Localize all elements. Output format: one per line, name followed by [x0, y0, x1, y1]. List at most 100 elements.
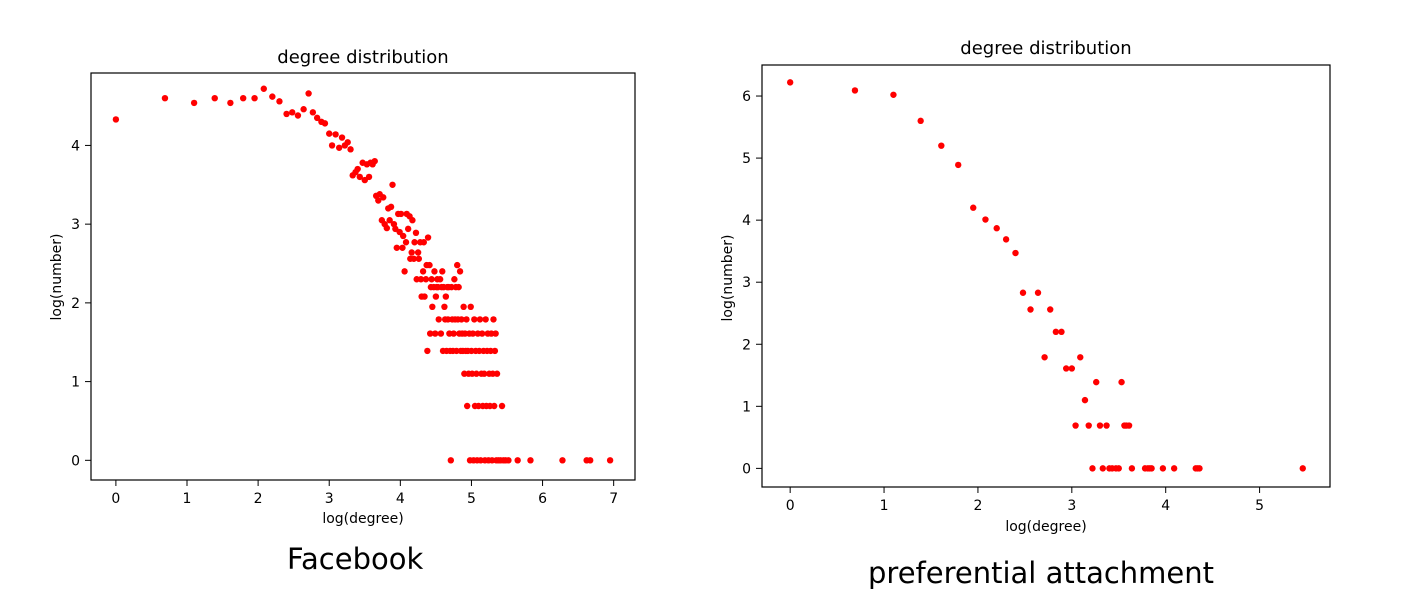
data-point: [1047, 306, 1054, 313]
data-point: [401, 268, 408, 275]
data-point: [559, 457, 566, 464]
data-point: [1093, 378, 1100, 386]
y-axis-label: log(number): [49, 234, 65, 321]
data-point: [1096, 422, 1104, 429]
preferential-attachment-chart: degree distribution 0 1 2 3 4 5 0 1 2 3 4 5 6 log(d…: [720, 38, 1331, 535]
data-point: [424, 234, 432, 241]
data-point: [393, 244, 400, 251]
y-tick-label: 5: [742, 151, 751, 167]
x-tick-label: 0: [786, 498, 795, 514]
data-point: [283, 110, 290, 118]
data-point: [276, 98, 283, 105]
data-point: [498, 402, 506, 410]
y-tick-label: 2: [71, 296, 80, 312]
data-point: [289, 109, 296, 116]
data-point: [441, 303, 448, 311]
data-point: [412, 229, 420, 237]
data-point: [432, 293, 440, 300]
data-point: [491, 402, 498, 410]
data-point: [335, 144, 343, 151]
data-point: [938, 142, 945, 149]
x-tick-label: 5: [1255, 498, 1264, 514]
data-point: [112, 116, 120, 123]
data-point: [313, 114, 321, 122]
data-point: [1012, 249, 1019, 257]
data-point: [309, 109, 317, 116]
data-point: [851, 87, 859, 94]
x-tick-label: 7: [609, 491, 618, 507]
data-point: [417, 276, 425, 283]
y-tick-label: 6: [742, 89, 751, 105]
data-point: [321, 120, 329, 127]
data-point: [356, 173, 363, 181]
data-point: [344, 139, 351, 146]
data-point: [328, 142, 336, 149]
data-point: [380, 194, 387, 201]
x-tick-label: 4: [396, 491, 405, 507]
data-point: [450, 330, 457, 337]
data-point: [527, 457, 534, 464]
y-tick-label: 0: [71, 453, 80, 469]
chart-title: degree distribution: [960, 38, 1131, 59]
data-point: [347, 146, 354, 153]
data-point: [431, 330, 439, 337]
x-tick-label: 5: [467, 491, 476, 507]
data-point: [491, 347, 499, 355]
data-point: [471, 316, 478, 323]
data-point: [476, 316, 484, 323]
data-point: [1002, 236, 1010, 243]
y-tick-label: 1: [71, 375, 80, 391]
data-point: [1103, 422, 1110, 429]
data-point: [409, 217, 416, 224]
x-tick-label: 2: [973, 498, 982, 514]
data-point: [227, 99, 234, 107]
data-point: [1170, 465, 1178, 472]
data-point: [375, 197, 382, 204]
data-point: [1115, 465, 1122, 472]
data-point: [371, 157, 378, 165]
y-tick-label: 3: [742, 275, 751, 291]
data-point: [1027, 306, 1034, 313]
data-point: [460, 303, 467, 311]
data-point: [786, 79, 794, 86]
data-point: [383, 224, 391, 232]
data-point: [1019, 289, 1027, 296]
data-point: [469, 330, 477, 337]
data-point: [431, 268, 438, 275]
plot-frame: [761, 64, 1331, 488]
data-points: [112, 85, 614, 464]
data-point: [442, 293, 450, 300]
data-point: [424, 347, 431, 355]
y-tick-label: 4: [742, 213, 751, 229]
y-axis: 0 1 2 3 4 5 6: [742, 89, 762, 477]
data-point: [490, 316, 497, 323]
data-point: [492, 330, 499, 337]
y-tick-label: 4: [71, 138, 80, 154]
x-axis: 0 1 2 3 4 5: [786, 487, 1264, 514]
data-point: [606, 457, 614, 464]
data-point: [269, 93, 276, 100]
data-points: [786, 79, 1306, 472]
data-point: [1125, 422, 1133, 429]
data-point: [332, 131, 339, 138]
y-axis-label: log(number): [720, 235, 736, 322]
chart-title: degree distribution: [277, 47, 448, 68]
data-point: [422, 276, 430, 283]
data-point: [1081, 396, 1089, 404]
caption-facebook: Facebook: [287, 542, 424, 576]
data-point: [454, 261, 461, 269]
data-point: [482, 316, 489, 323]
data-point: [399, 244, 406, 251]
x-tick-label: 1: [183, 491, 192, 507]
data-point: [1118, 378, 1125, 386]
data-point: [1034, 289, 1042, 296]
data-point: [451, 276, 458, 283]
data-point: [386, 217, 393, 224]
data-point: [1058, 328, 1065, 336]
x-tick-label: 6: [538, 491, 547, 507]
data-point: [251, 94, 258, 102]
x-tick-label: 2: [254, 491, 263, 507]
data-point: [399, 232, 407, 240]
data-point: [1062, 365, 1070, 372]
y-tick-label: 3: [71, 217, 80, 233]
